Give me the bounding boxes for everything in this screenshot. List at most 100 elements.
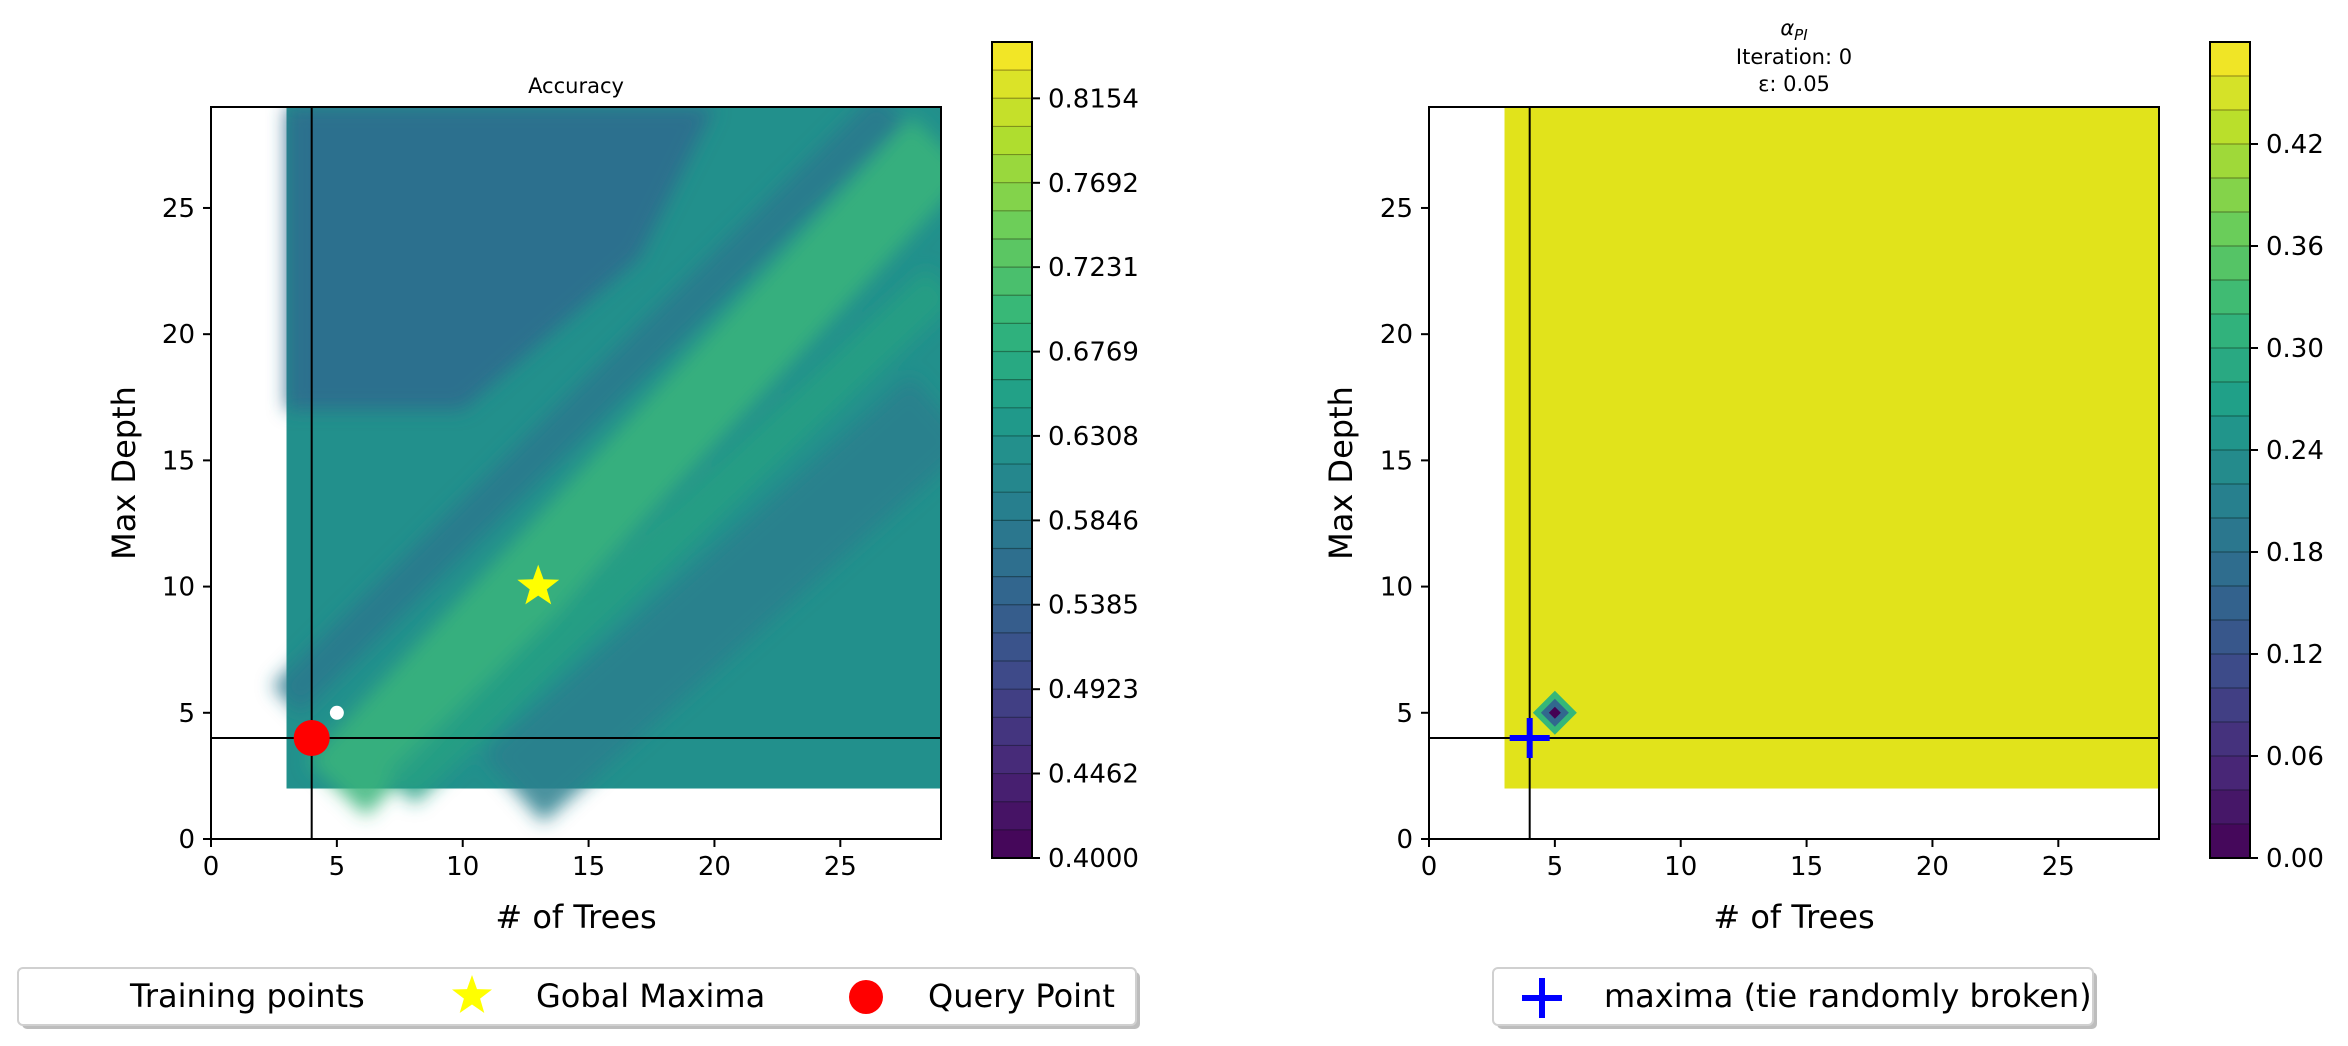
accuracy-x-axis-label: # of Trees (495, 898, 656, 936)
colorbar-level (2210, 654, 2250, 689)
acquisition-overlay (1429, 107, 2159, 839)
colorbar-tick-label: 0.4462 (1048, 760, 1139, 790)
accuracy-colorbar-ticks: 0.4000 0.4462 0.4923 0.5385 0.5846 0.6308 0.67… (1032, 84, 1139, 874)
y-tick-label: 25 (1380, 194, 1413, 224)
colorbar-level (2210, 450, 2250, 485)
colorbar-tick-label: 0.00 (2266, 844, 2324, 874)
acquisition-x-ticks: 0 5 10 15 20 25 (1421, 839, 2075, 882)
acquisition-y-ticks: 0 5 10 15 20 25 (1380, 194, 1429, 855)
colorbar-tick-label: 0.24 (2266, 436, 2324, 466)
colorbar-level (992, 182, 1032, 212)
accuracy-title: Accuracy (528, 74, 624, 98)
colorbar-level (992, 295, 1032, 324)
colorbar-level (2210, 620, 2250, 655)
training-point (329, 705, 344, 720)
heatmap-band (272, 107, 905, 715)
colorbar-level (2210, 348, 2250, 383)
colorbar-tick-label: 0.4000 (1048, 844, 1139, 874)
colorbar-tick-label: 0.7231 (1048, 253, 1139, 283)
plus-icon (1522, 978, 1562, 1018)
colorbar-level (992, 773, 1032, 803)
y-tick-label: 20 (1380, 320, 1413, 350)
colorbar-level (2210, 76, 2250, 111)
acquisition-legend: maxima (tie randomly broken) (1492, 967, 2097, 1029)
colorbar-tick-label: 0.36 (2266, 232, 2324, 262)
accuracy-plot-frame (210, 106, 942, 840)
colorbar-level (992, 717, 1032, 747)
y-tick-label: 5 (1396, 699, 1413, 729)
accuracy-y-axis-label: Max Depth (105, 386, 143, 560)
colorbar-level (992, 267, 1032, 296)
acquisition-title-iteration: Iteration: 0 (1736, 45, 1852, 69)
colorbar-level (992, 689, 1032, 718)
colorbar-level (992, 435, 1032, 465)
y-tick-label: 10 (162, 573, 195, 603)
x-tick-label: 5 (1547, 852, 1564, 882)
heatmap-texture (272, 107, 941, 823)
colorbar-level (992, 829, 1032, 859)
colorbar-level (2210, 280, 2250, 315)
accuracy-x-ticks: 0 5 10 15 20 25 (203, 839, 857, 882)
acquisition-plot-frame (1428, 106, 2160, 840)
acquisition-colorbar (2210, 42, 2250, 859)
heatmap-band (307, 117, 941, 817)
colorbar-level (2210, 722, 2250, 757)
x-tick-label: 10 (1664, 852, 1697, 882)
x-tick-label: 20 (698, 852, 731, 882)
y-tick-label: 25 (162, 194, 195, 224)
x-tick-label: 0 (203, 852, 220, 882)
accuracy-colorbar-frame (991, 41, 1033, 859)
y-tick-label: 5 (178, 699, 195, 729)
accuracy-colorbar (992, 42, 1032, 859)
acquisition-heatmap (1504, 107, 2159, 789)
colorbar-tick-label: 0.5385 (1048, 591, 1139, 621)
heatmap-base (1504, 107, 2159, 789)
x-tick-label: 25 (2042, 852, 2075, 882)
acquisition-y-axis-label: Max Depth (1322, 386, 1360, 560)
colorbar-level (992, 323, 1032, 353)
colorbar-tick-label: 0.5846 (1048, 506, 1139, 536)
colorbar-tick-label: 0.18 (2266, 538, 2324, 568)
heatmap-band (385, 268, 941, 805)
colorbar-level (992, 70, 1032, 99)
acquisition-panel: αPI Iteration: 0 ε: 0.05 0 5 10 15 20 25 0 5 10… (1322, 16, 2324, 1029)
colorbar-level (2210, 416, 2250, 451)
query-point-marker (849, 980, 883, 1014)
training-points-marker (58, 990, 70, 1002)
colorbar-level (2210, 756, 2250, 791)
colorbar-level (992, 520, 1032, 550)
colorbar-level (2210, 790, 2250, 825)
heatmap-band (483, 375, 941, 823)
x-tick-label: 0 (1421, 852, 1438, 882)
colorbar-level (992, 210, 1032, 240)
colorbar-level (992, 464, 1032, 493)
x-tick-label: 25 (824, 852, 857, 882)
colorbar-level (2210, 178, 2250, 213)
colorbar-level (992, 154, 1032, 184)
colorbar-level (2210, 552, 2250, 587)
colorbar-level (992, 98, 1032, 128)
colorbar-level (992, 407, 1032, 437)
colorbar-level (2210, 484, 2250, 519)
colorbar-tick-label: 0.6769 (1048, 338, 1139, 368)
colorbar-tick-label: 0.42 (2266, 130, 2324, 160)
legend-label-training-points: Training points (129, 977, 365, 1015)
colorbar-level (2210, 212, 2250, 247)
y-tick-label: 15 (1380, 446, 1413, 476)
global-maxima-star (517, 564, 560, 605)
legend-label-maxima: maxima (tie randomly broken) (1604, 977, 2092, 1015)
y-tick-label: 0 (178, 825, 195, 855)
colorbar-level (2210, 688, 2250, 723)
query-point (293, 720, 330, 757)
x-tick-label: 15 (1790, 852, 1823, 882)
acquisition-colorbar-ticks: 0.00 0.06 0.12 0.18 0.24 0.30 0.36 0.42 (2250, 130, 2324, 874)
colorbar-level (2210, 110, 2250, 145)
colorbar-tick-label: 0.12 (2266, 640, 2324, 670)
accuracy-y-ticks: 0 5 10 15 20 25 (162, 194, 211, 855)
heatmap-dark-region (286, 107, 715, 410)
colorbar-level (2210, 246, 2250, 281)
x-tick-label: 5 (329, 852, 346, 882)
colorbar-level (2210, 518, 2250, 553)
colorbar-tick-label: 0.8154 (1048, 84, 1139, 114)
